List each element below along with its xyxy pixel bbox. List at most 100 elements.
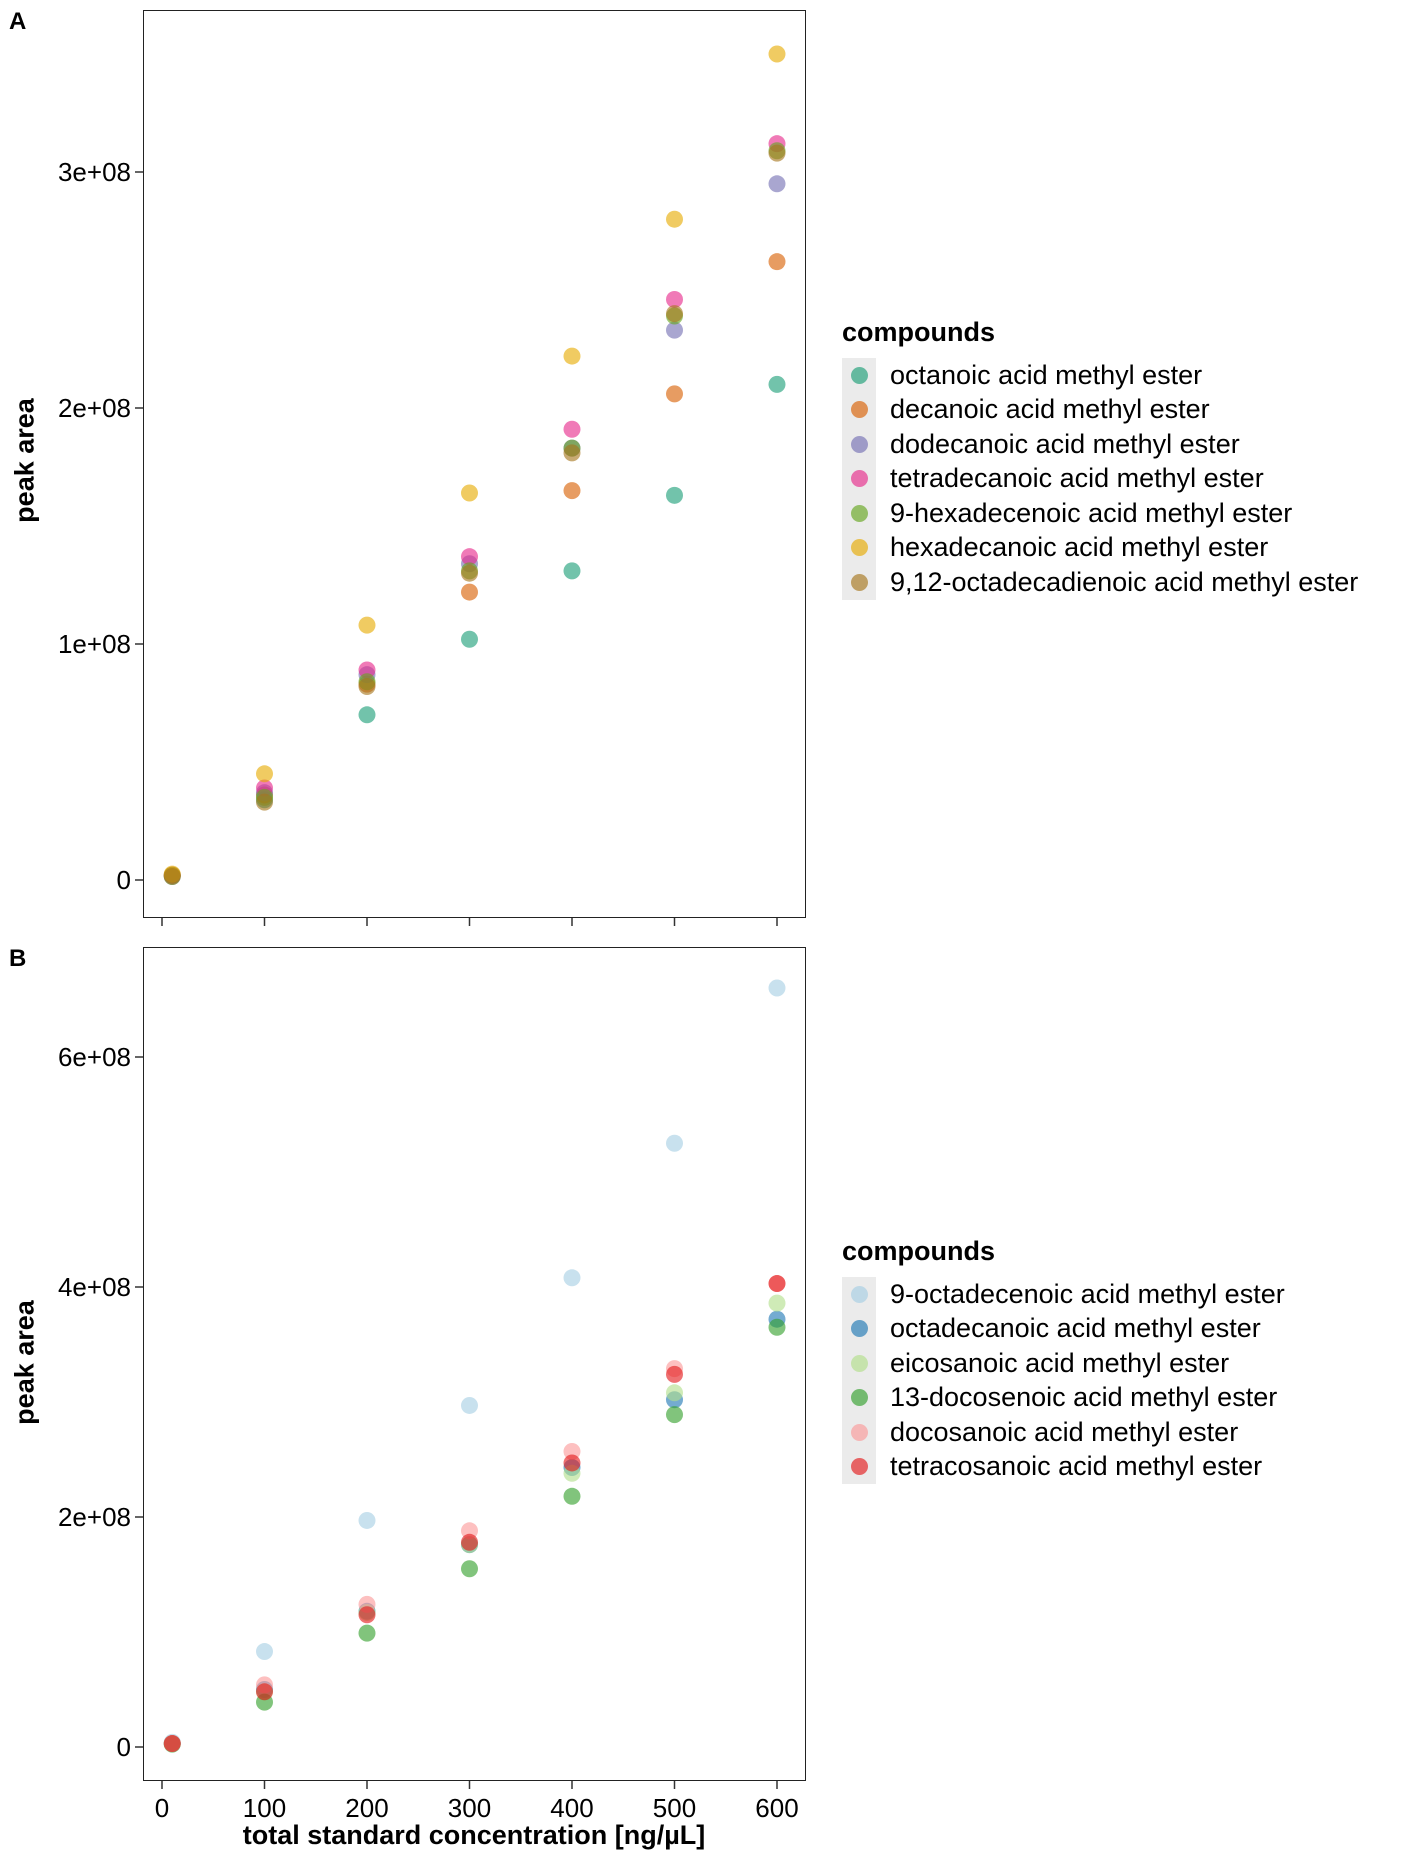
panel-a-data-point [563, 420, 581, 438]
legend-label: tetracosanoic acid methyl ester [890, 1451, 1263, 1482]
panel-a-data-point [563, 482, 581, 500]
legend-key [842, 461, 876, 496]
panel-a-data-point [768, 45, 786, 63]
panel-a-data-point [163, 867, 181, 885]
panel-b-legend-item: 13-docosenoic acid methyl ester [842, 1380, 1285, 1415]
legend-label: 9-octadecenoic acid methyl ester [890, 1278, 1285, 1309]
panel-a-data-point [461, 630, 478, 648]
panel-a-letter: A [9, 8, 27, 35]
panel-b-legend-item: tetracosanoic acid methyl ester [842, 1449, 1285, 1484]
panel-b-x-tick-label: 400 [550, 1793, 594, 1823]
panel-a-data-point [358, 677, 376, 695]
panel-a-data-point [256, 765, 273, 783]
x-axis-label: total standard concentration [ng/µL] [242, 1820, 706, 1850]
panel-b-data-point [358, 1511, 376, 1529]
panel-b-data-point [358, 1606, 376, 1624]
legend-key [842, 1449, 876, 1484]
panel-b-data-point [768, 1294, 786, 1312]
legend-key [842, 1277, 876, 1312]
panel-a-legend-item: 9,12-octadecadienoic acid methyl ester [842, 565, 1358, 600]
panel-a-legend-item: hexadecanoic acid methyl ester [842, 530, 1358, 565]
panel-a-data-point [666, 210, 683, 228]
legend-marker [850, 470, 868, 488]
legend-key [842, 1311, 876, 1346]
panel-a-legend-item: dodecanoic acid methyl ester [842, 427, 1358, 462]
legend-label: tetradecanoic acid methyl ester [890, 463, 1264, 494]
legend-label: docosanoic acid methyl ester [890, 1416, 1239, 1447]
panel-b-data-point [768, 979, 786, 997]
panel-b-letter: B [9, 945, 27, 972]
panel-a-data-point [563, 347, 581, 365]
legend-key [842, 392, 876, 427]
legend-key [842, 565, 876, 600]
panel-b-data-point [666, 1406, 683, 1424]
legend-label: 13-docosenoic acid methyl ester [890, 1382, 1278, 1413]
legend-marker [850, 435, 868, 453]
legend-label: hexadecanoic acid methyl ester [890, 532, 1269, 563]
panel-b-data-point [666, 1134, 683, 1152]
panel-a-legend-item: octanoic acid methyl ester [842, 358, 1358, 393]
panel-b-legend-title: compounds [842, 1236, 995, 1266]
panel-a-data-point [461, 583, 478, 601]
panel-b-data-point [563, 1487, 581, 1505]
legend-marker [850, 1354, 868, 1372]
legend-key [842, 1380, 876, 1415]
panel-b-y-tick-label: 4e+08 [57, 1272, 131, 1302]
panel-a-legend: compounds octanoic acid methyl ester deca… [842, 317, 1358, 600]
panel-a-legend-title: compounds [842, 317, 995, 347]
panel-a-y-tick-label: 3e+08 [57, 157, 131, 187]
panel-a-data-point [461, 548, 478, 566]
panel-b-data-point [768, 1275, 786, 1293]
panel-a-data-point [666, 321, 683, 339]
panel-b-data-point [163, 1735, 181, 1753]
legend-marker [850, 504, 868, 522]
panel-a-y-tick-label: 1e+08 [57, 629, 131, 659]
panel-a-data-point [461, 484, 478, 502]
panel-b-y-tick-label: 0 [116, 1732, 131, 1762]
legend-key [842, 496, 876, 531]
panel-b-data-point [256, 1683, 273, 1701]
panel-a-data-point [461, 564, 478, 582]
panel-b-x-tick-label: 500 [652, 1793, 697, 1823]
panel-a-data-point [666, 385, 683, 403]
panel-b-data-point [563, 1454, 581, 1472]
panel-a-data-point [358, 706, 376, 724]
panel-a-data-point [563, 444, 581, 462]
panel-b-data-point [256, 1643, 273, 1661]
panel-b-data-point [461, 1396, 478, 1414]
legend-key [842, 427, 876, 462]
panel-a-data-point [358, 661, 376, 679]
panel-b-x-tick-label: 300 [447, 1793, 492, 1823]
panel-b-data-point [358, 1624, 376, 1642]
panel-a-data-point [768, 375, 786, 393]
panel-b-data-point [461, 1533, 478, 1551]
legend-label: octanoic acid methyl ester [890, 359, 1203, 390]
panel-b-data-point [563, 1269, 581, 1287]
panel-b-data-point [461, 1560, 478, 1578]
legend-key [842, 1415, 876, 1450]
legend-label: 9-hexadecenoic acid methyl ester [890, 497, 1293, 528]
panel-b-x-tick-label: 200 [345, 1793, 389, 1823]
panel-b-data-point [666, 1365, 683, 1383]
panel-a-data-point [563, 562, 581, 580]
panel-b-legend: compounds 9-octadecenoic acid methyl est… [842, 1236, 1285, 1484]
legend-marker [850, 1423, 868, 1441]
panel-a-data-point [666, 486, 683, 504]
panel-a-legend-item: 9-hexadecenoic acid methyl ester [842, 496, 1358, 531]
legend-key [842, 358, 876, 393]
panel-b-plot-area [143, 947, 806, 1781]
legend-marker [850, 401, 868, 419]
panel-a-data-point [256, 793, 273, 811]
panel-b-data-point [666, 1384, 683, 1402]
legend-key [842, 530, 876, 565]
panel-b-x-tick-label: 100 [242, 1793, 287, 1823]
panel-a-data-point [768, 253, 786, 271]
legend-marker [850, 1285, 868, 1303]
legend-marker [850, 1320, 868, 1338]
panel-a-data-point [768, 144, 786, 162]
legend-label: octadecanoic acid methyl ester [890, 1313, 1261, 1344]
panel-a-data-point [666, 290, 683, 308]
legend-marker [850, 1389, 868, 1407]
panel-b-legend-item: 9-octadecenoic acid methyl ester [842, 1277, 1285, 1312]
legend-marker [850, 1458, 868, 1476]
